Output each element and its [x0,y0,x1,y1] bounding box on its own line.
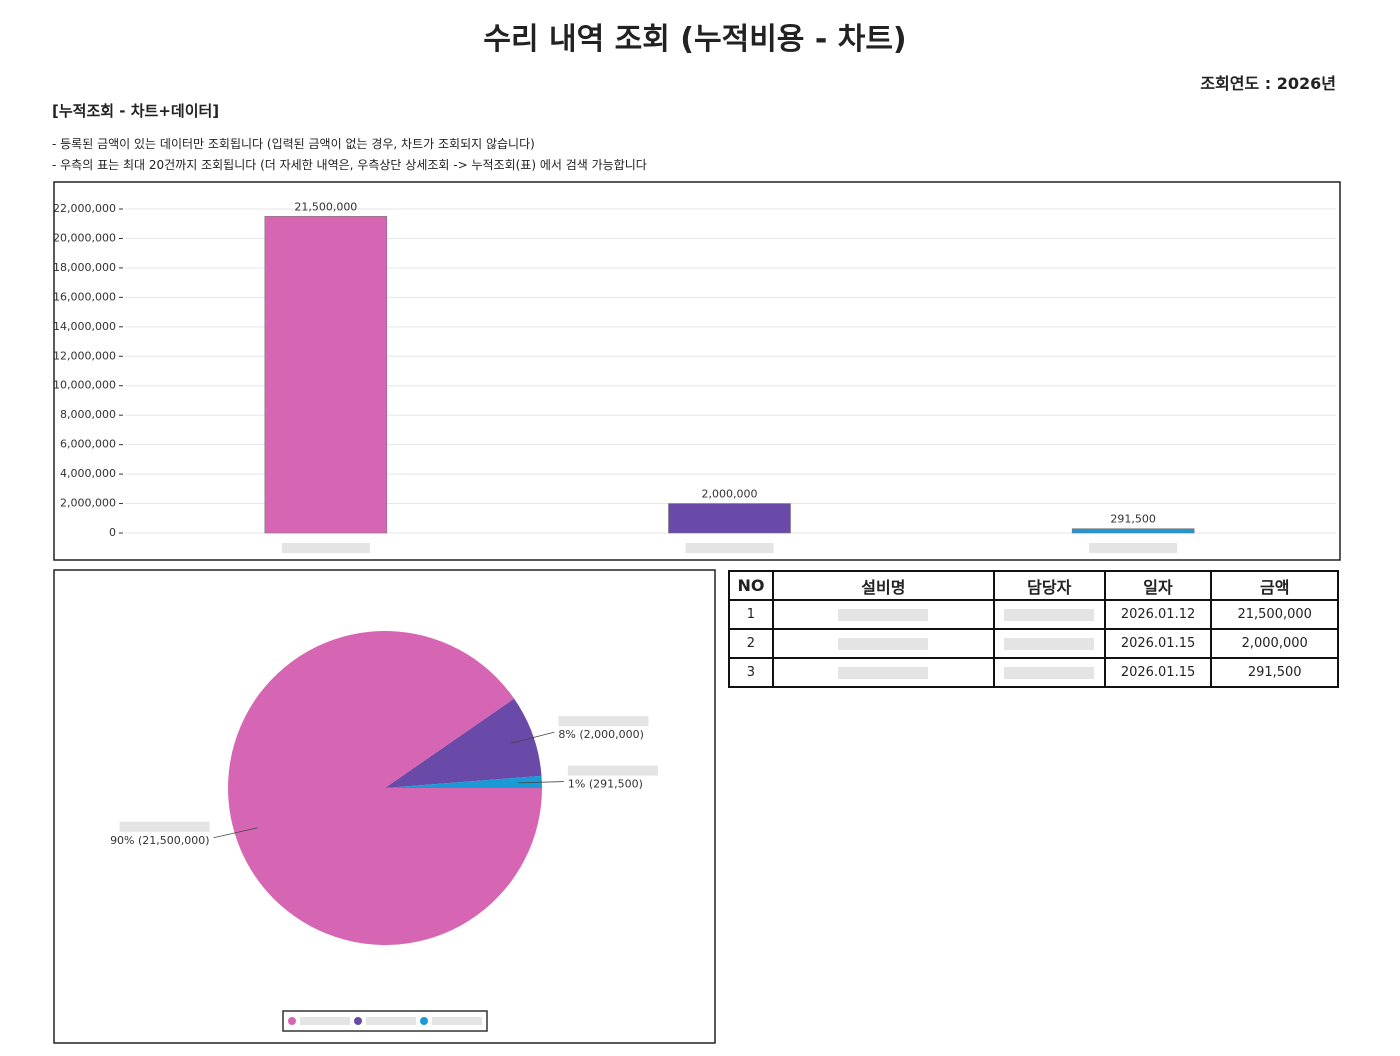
table-header: 금액 [1210,570,1339,601]
table-cell [771,628,995,659]
y-tick-label: 8,000,000 [60,408,116,421]
redacted [366,1017,416,1025]
redacted [838,637,929,650]
page-title: 수리 내역 조회 (누적비용 - 차트) [483,22,907,57]
section-title: [누적조회 - 차트+데이터] [52,102,220,120]
table-row: 3 2026.01.15 291,500 [728,657,1339,688]
pie-frame [53,569,716,1044]
table-cell: 2,000,000 [1210,628,1339,659]
value-label: 21,500,000 [294,200,357,213]
bar [264,216,388,534]
leader-line [213,827,258,839]
y-tick-label: 0 [109,526,116,539]
value-label: 291,500 [1110,513,1156,526]
redacted [1089,543,1178,553]
table-cell: 3 [728,657,774,688]
table-cell: 291,500 [1210,657,1339,688]
table-header: 일자 [1103,570,1213,601]
table-row: 1 2026.01.12 21,500,000 [728,599,1339,630]
y-tick-label: 20,000,000 [53,231,116,244]
pie-label: 90% (21,500,000) [110,834,210,847]
table-cell [992,628,1106,659]
table-cell [771,599,995,630]
redacted [838,666,929,679]
pie-label: 8% (2,000,000) [558,728,644,741]
bar [1071,528,1195,534]
table-cell: 2026.01.15 [1103,628,1213,659]
table-header: 담당자 [992,570,1106,601]
note: - 등록된 금액이 있는 데이터만 조회됩니다 (입력된 금액이 없는 경우, … [52,137,535,151]
redacted [1004,637,1095,650]
year: 조회연도 : 2026년 [1200,74,1336,93]
redacted [119,821,210,832]
table-cell [771,657,995,688]
table-cell: 2026.01.12 [1103,599,1213,630]
pie-slice [385,698,542,788]
redacted [281,543,370,553]
redacted [567,765,658,776]
y-tick-label: 14,000,000 [53,320,116,333]
legend-swatch [420,1017,428,1025]
y-tick-label: 2,000,000 [60,497,116,510]
redacted [838,608,929,621]
redacted [1004,666,1095,679]
table-header: 설비명 [771,570,995,601]
y-tick-label: 12,000,000 [53,349,116,362]
y-tick-label: 6,000,000 [60,438,116,451]
redacted [685,543,774,553]
value-label: 2,000,000 [702,488,758,501]
redacted [1004,608,1095,621]
redacted [558,716,649,727]
y-tick-label: 22,000,000 [53,202,116,215]
legend-swatch [354,1017,362,1025]
y-tick-label: 18,000,000 [53,261,116,274]
pie-slice [227,631,542,946]
redacted [300,1017,350,1025]
leader-line [510,731,555,744]
redacted [432,1017,482,1025]
legend-swatch [288,1017,296,1025]
note: - 우측의 표는 최대 20건까지 조회됩니다 (더 자세한 내역은, 우측상단… [52,158,647,172]
y-tick-label: 16,000,000 [53,290,116,303]
data-table: NO 설비명 담당자 일자 금액 1 2026.01.12 21,500,000 2 2026.0… [728,570,1339,688]
table-cell: 2026.01.15 [1103,657,1213,688]
table-cell: 2 [728,628,774,659]
leader-line [518,781,564,784]
table-row: 2 2026.01.15 2,000,000 [728,628,1339,659]
pie-slice [385,775,542,788]
y-tick-label: 4,000,000 [60,467,116,480]
y-tick-label: 10,000,000 [53,379,116,392]
table-header: NO [728,570,774,601]
table-cell: 1 [728,599,774,630]
table-cell [992,657,1106,688]
table-cell [992,599,1106,630]
table-cell: 21,500,000 [1210,599,1339,630]
pie-label: 1% (291,500) [568,778,643,791]
bar [668,503,791,534]
bar-frame [53,181,1341,561]
